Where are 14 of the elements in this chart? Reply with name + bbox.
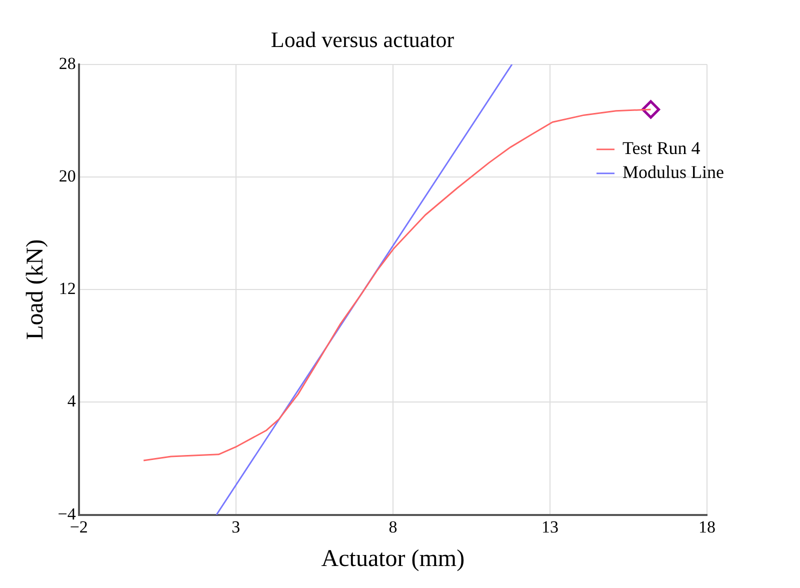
x-tick-label: 18 xyxy=(698,517,716,536)
y-tick-label: 4 xyxy=(67,392,76,411)
legend-label: Modulus Line xyxy=(622,162,724,182)
x-tick-label: 3 xyxy=(232,517,240,536)
x-tick-label: 13 xyxy=(541,517,558,536)
y-axis-title: Load (kN) xyxy=(22,239,49,340)
y-tick-label: 28 xyxy=(58,54,76,73)
x-tick-label: 8 xyxy=(388,517,398,536)
x-axis-title: Actuator (mm) xyxy=(321,546,465,572)
y-tick-label: 20 xyxy=(58,166,76,186)
legend-label: Test Run 4 xyxy=(622,138,700,158)
y-tick-label: 12 xyxy=(58,279,76,298)
chart-title: Load versus actuator xyxy=(270,26,455,52)
y-tick-label: −4 xyxy=(58,504,76,524)
